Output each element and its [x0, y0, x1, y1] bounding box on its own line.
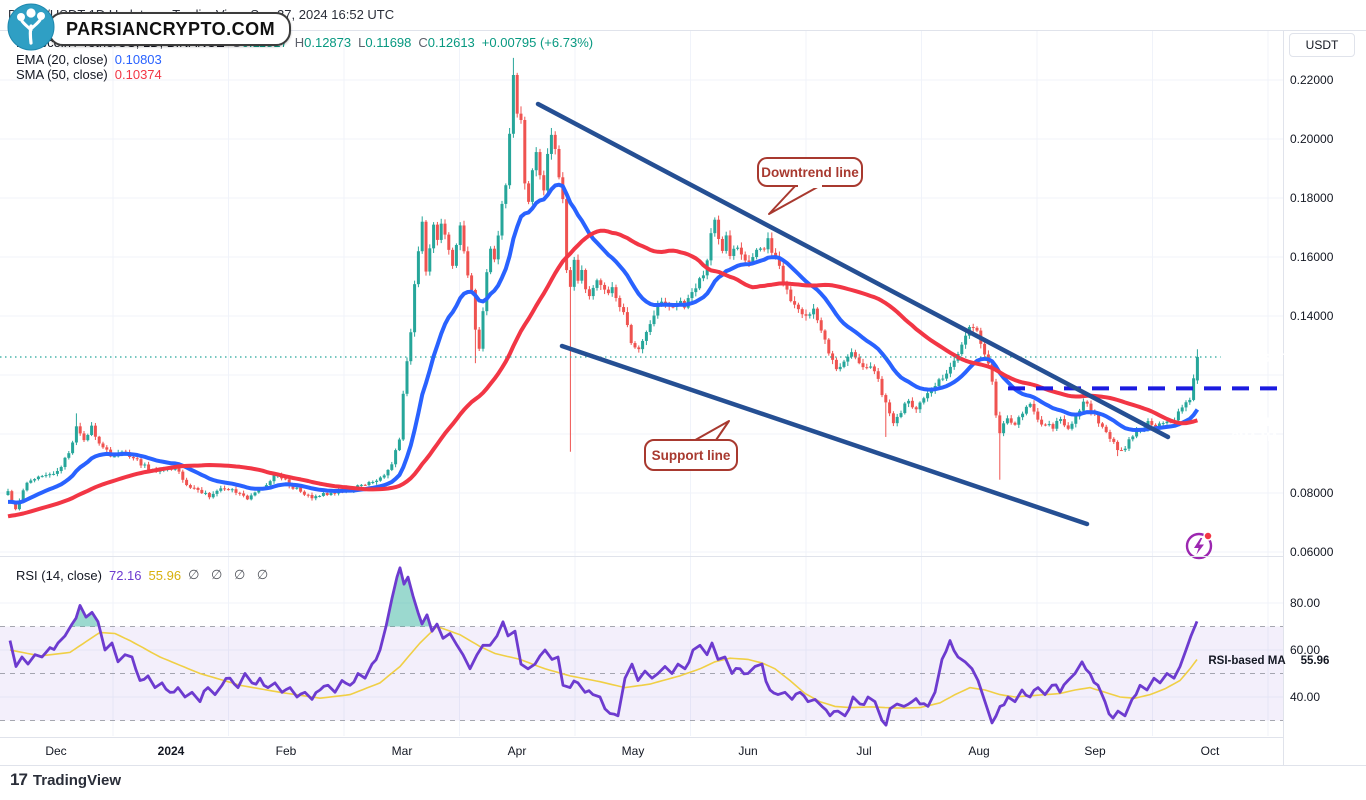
time-axis-top-divider — [0, 737, 1366, 738]
currency-axis-label: USDT — [1305, 38, 1339, 52]
watermark-logo-icon — [7, 3, 55, 51]
ema-legend-value: 0.10803 — [114, 52, 162, 67]
callout-text: Support line — [652, 448, 731, 463]
rsi-tick: 80.00 — [1290, 596, 1321, 610]
price-tick: 0.16000 — [1290, 250, 1334, 264]
rsi-tick: 60.00 — [1290, 643, 1321, 657]
tradingview-logo-icon: 17 — [10, 770, 28, 789]
rsi-ma-pill: RSI-based MA — [1208, 654, 1286, 667]
sma-pill: SMA:MA — [1231, 431, 1279, 444]
currency-axis-button[interactable]: USDT — [1289, 33, 1355, 57]
time-tick-feb: Feb — [275, 744, 297, 758]
last-price-value: 0.12613 — [1296, 350, 1343, 364]
rsi-legend-value: 72.16 — [108, 567, 142, 583]
flash-ideas-icon[interactable] — [1185, 531, 1213, 560]
last-price-change-pct: +57.13% — [1299, 364, 1340, 375]
time-tick-sep: Sep — [1084, 744, 1106, 758]
last-price-label: 0.12613 +57.13% 07:07:05 — [1286, 350, 1353, 386]
support-line[interactable] — [559, 343, 1090, 527]
rsi-tick: 40.00 — [1290, 690, 1321, 704]
time-tick-jun: Jun — [738, 744, 758, 758]
callout-text: Downtrend line — [761, 165, 859, 180]
header-divider — [0, 30, 1366, 31]
rsi-legend[interactable]: RSI (14, close) 72.16 55.96 ∅ ∅ ∅ ∅ — [16, 567, 272, 583]
time-tick-2024: 2024 — [157, 744, 185, 758]
ema-legend[interactable]: EMA (20, close) 0.10803 — [16, 52, 162, 67]
rsi-legend-label[interactable]: RSI (14, close) — [16, 567, 102, 583]
callout-downtrend-line[interactable]: Downtrend line — [757, 157, 863, 215]
rsi-pill: RSI — [1259, 615, 1280, 628]
ema-legend-label[interactable]: EMA (20, close) — [16, 52, 108, 67]
price-axis[interactable] — [1283, 31, 1366, 765]
ohlc-low: L0.11698 — [358, 35, 412, 50]
price-tick: 0.18000 — [1290, 191, 1334, 205]
price-tick: 0.20000 — [1290, 132, 1334, 146]
callout-support-line[interactable]: Support line — [644, 420, 738, 471]
time-axis[interactable]: Dec 2024 Feb Mar Apr May Jun Jul Aug Sep Oct — [0, 743, 1283, 761]
ohlc-close: C0.12613 — [418, 35, 475, 50]
watermark-bubble: PARSIANCRYPTO.COM — [48, 12, 292, 46]
watermark-text: PARSIANCRYPTO.COM — [66, 18, 276, 39]
time-axis-bottom-divider — [0, 765, 1366, 766]
ohlc-high: H0.12873 — [294, 35, 352, 50]
price-tick: 0.06000 — [1290, 545, 1334, 559]
rsi-value-label: 72.16 — [1300, 615, 1330, 628]
time-tick-may: May — [621, 744, 645, 758]
rsi-ma-value-label: 55.96 — [1300, 654, 1330, 667]
time-tick-aug: Aug — [968, 744, 990, 758]
price-tick: 0.14000 — [1290, 309, 1334, 323]
watermark: PARSIANCRYPTO.COM — [48, 12, 292, 46]
symbol-price-pill: DOGEUSDT — [1219, 352, 1286, 365]
tradingview-logo-text: TradingView — [32, 772, 122, 789]
sma-legend[interactable]: SMA (50, close) 0.10374 — [16, 67, 162, 82]
time-tick-mar: Mar — [391, 744, 413, 758]
pane-divider[interactable] — [0, 556, 1283, 557]
sma-legend-value: 0.10374 — [114, 67, 162, 82]
alert-price-label: 0.11546 — [1299, 387, 1340, 400]
sma-price-label: 0.10374 — [1298, 431, 1341, 444]
time-tick-dec: Dec — [45, 744, 67, 758]
ohlc-change: +0.00795 (+6.73%) — [481, 35, 594, 50]
tradingview-logo[interactable]: 17 TradingView — [10, 770, 121, 790]
rsi-ma-legend-value: 55.96 — [148, 567, 182, 583]
time-tick-apr: Apr — [507, 744, 527, 758]
sma-legend-label[interactable]: SMA (50, close) — [16, 67, 108, 82]
ema-pill: EMA — [1252, 416, 1278, 429]
ema-price-label: 0.10803 — [1298, 416, 1341, 429]
downtrend-line[interactable] — [535, 101, 1171, 440]
price-tick: 0.08000 — [1290, 486, 1334, 500]
rsi-legend-empty-params: ∅ ∅ ∅ ∅ — [188, 567, 273, 582]
time-tick-jul: Jul — [856, 744, 872, 758]
time-tick-oct: Oct — [1200, 744, 1220, 758]
bar-countdown: 07:07:05 — [1300, 375, 1339, 386]
price-tick: 0.22000 — [1290, 73, 1334, 87]
